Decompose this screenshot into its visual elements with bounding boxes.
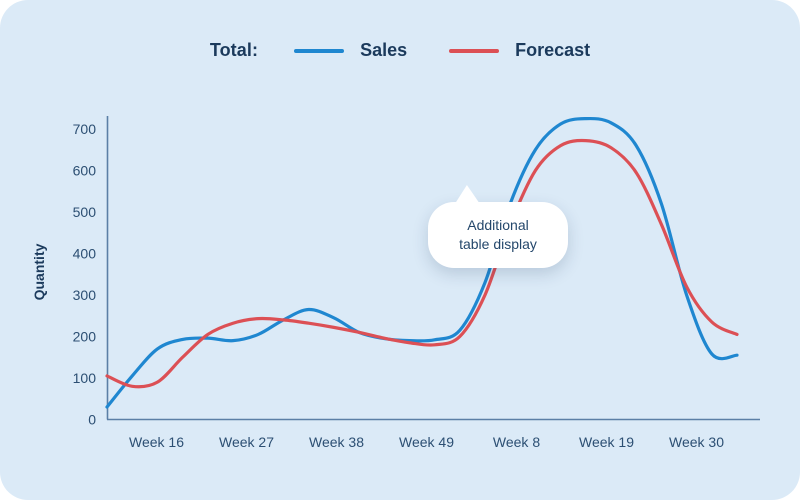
chart-legend: Total: Sales Forecast — [0, 40, 800, 61]
legend-label-forecast: Forecast — [515, 40, 591, 60]
x-tick-label: Week 8 — [493, 434, 540, 450]
callout-tooltip[interactable]: Additional table display — [428, 185, 568, 268]
y-axis-ticks: 0 100 200 300 400 500 600 700 — [73, 121, 97, 428]
legend-entry-sales[interactable]: Sales — [294, 40, 407, 61]
series-line-forecast[interactable] — [105, 138, 739, 389]
forecast-line-swatch-icon — [449, 48, 500, 53]
sales-line-swatch-icon — [294, 48, 345, 53]
y-tick-label: 700 — [73, 121, 97, 137]
x-tick-label: Week 49 — [399, 434, 454, 450]
x-tick-label: Week 27 — [219, 434, 274, 450]
y-tick-label: 0 — [88, 412, 96, 428]
x-tick-label: Week 38 — [309, 434, 364, 450]
y-axis-title-group: Quantity — [31, 243, 47, 300]
legend-title: Total: — [209, 40, 259, 60]
y-tick-label: 400 — [73, 246, 97, 262]
y-tick-label: 300 — [73, 287, 97, 303]
legend-entry-forecast[interactable]: Forecast — [449, 40, 590, 61]
tooltip-line-1: Additional — [467, 217, 529, 233]
y-tick-label: 500 — [73, 204, 97, 220]
series-line-sales[interactable] — [105, 116, 739, 409]
y-tick-label: 600 — [73, 163, 97, 179]
tooltip-line-2: table display — [459, 235, 537, 252]
series-paths — [105, 116, 739, 409]
y-axis-title: Quantity — [31, 243, 47, 300]
x-tick-label: Week 19 — [579, 434, 634, 450]
y-tick-label: 200 — [73, 329, 97, 345]
x-tick-label: Week 30 — [669, 434, 724, 450]
x-axis-ticks: Week 16 Week 27 Week 38 Week 49 Week 8 Week 1… — [129, 434, 724, 450]
legend-label-sales: Sales — [360, 40, 408, 60]
x-tick-label: Week 16 — [129, 434, 184, 450]
y-tick-label: 100 — [73, 370, 97, 386]
